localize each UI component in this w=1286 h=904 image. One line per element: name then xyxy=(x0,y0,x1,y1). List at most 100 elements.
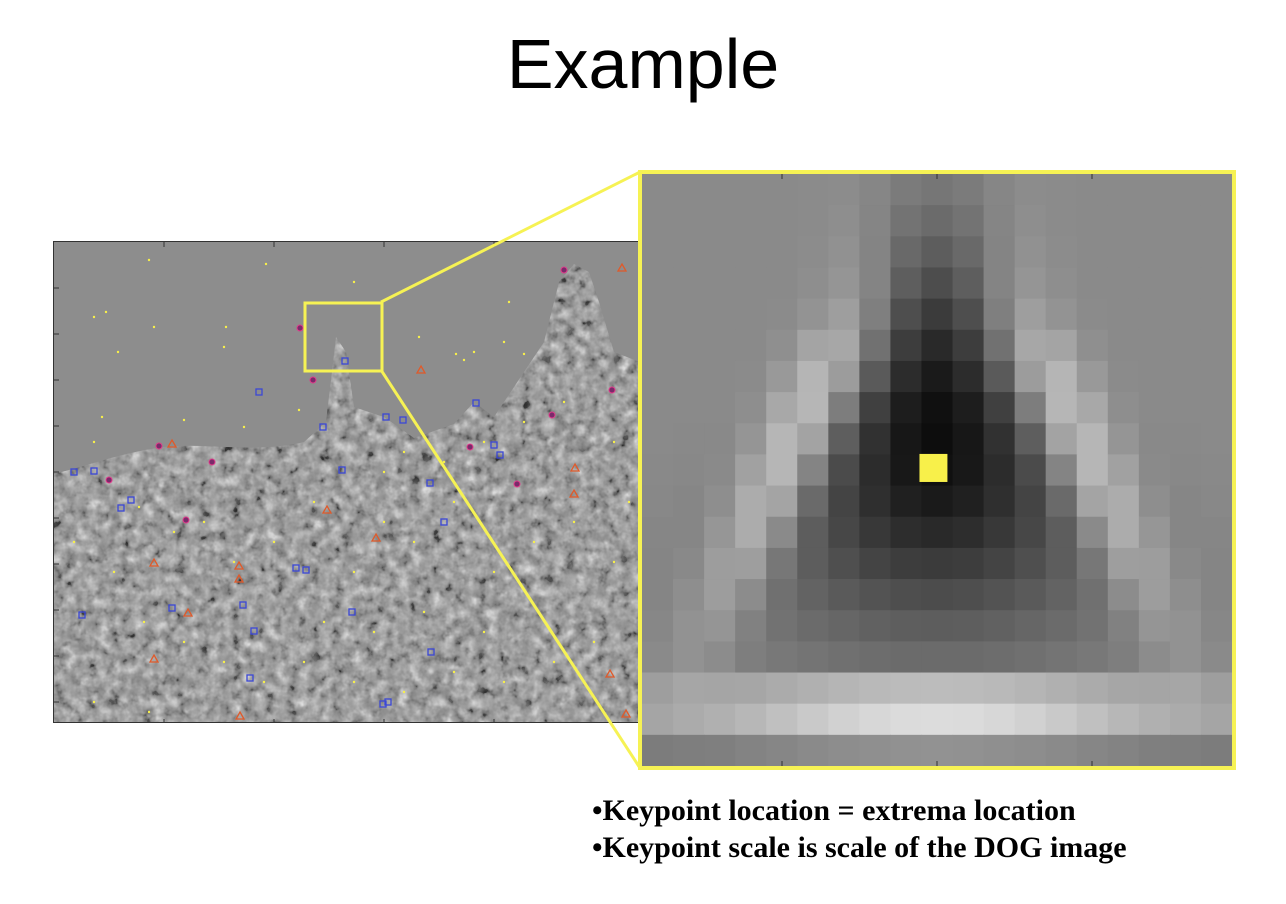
dog-pixel xyxy=(642,672,674,705)
dog-pixel xyxy=(1045,392,1078,424)
dog-pixel xyxy=(1200,610,1232,642)
dog-pixel xyxy=(797,734,829,766)
dog-pixel xyxy=(642,703,674,736)
dog-pixel xyxy=(735,454,767,487)
dog-pixel xyxy=(1107,610,1140,642)
dog-pixel xyxy=(921,174,954,206)
dog-pixel xyxy=(1014,360,1047,393)
dog-pixel xyxy=(952,610,985,642)
dog-pixel xyxy=(1107,485,1140,518)
dog-pixel xyxy=(1014,454,1047,487)
dog-pixel xyxy=(890,610,923,642)
dog-pixel xyxy=(859,329,892,362)
dog-pixel xyxy=(921,672,954,705)
dog-pixel xyxy=(766,610,798,642)
dog-pixel xyxy=(859,454,892,487)
dog-pixel xyxy=(735,174,767,206)
dog-pixel xyxy=(766,734,798,766)
dog-pixel xyxy=(1169,329,1202,362)
dog-pixel xyxy=(704,734,736,766)
dog-pixel xyxy=(1045,641,1078,674)
dog-pixel xyxy=(735,267,767,300)
dog-pixel xyxy=(921,516,954,549)
dog-pixel xyxy=(1076,205,1109,237)
dog-pixel xyxy=(1076,703,1109,736)
dog-pixel xyxy=(859,547,892,580)
dog-pixel xyxy=(921,641,954,674)
dog-pixel xyxy=(673,672,705,705)
dog-pixel xyxy=(704,703,736,736)
dog-pixel xyxy=(983,174,1016,206)
dog-pixel xyxy=(797,267,829,300)
dog-pixel xyxy=(859,641,892,674)
dog-image-canvas xyxy=(54,242,638,722)
dog-pixel xyxy=(766,547,798,580)
dog-pixel xyxy=(1107,579,1140,611)
dog-pixel xyxy=(735,516,767,549)
dog-pixel xyxy=(673,423,705,456)
dog-pixel xyxy=(1014,267,1047,300)
dog-pixel xyxy=(890,205,923,237)
dog-pixel xyxy=(673,329,705,362)
dog-pixel xyxy=(1138,267,1171,300)
dog-pixel xyxy=(828,610,860,642)
dog-pixel xyxy=(1045,174,1078,206)
dog-pixel xyxy=(797,392,829,424)
dog-pixel xyxy=(704,360,736,393)
dog-pixel xyxy=(1107,547,1140,580)
dog-pixel xyxy=(1076,734,1109,766)
dog-pixel xyxy=(642,516,674,549)
dog-pixel xyxy=(828,703,860,736)
dog-pixel xyxy=(642,485,674,518)
dog-pixel xyxy=(1107,516,1140,549)
dog-pixel xyxy=(1014,547,1047,580)
dog-pixel xyxy=(859,485,892,518)
dog-pixel xyxy=(921,485,954,518)
dog-pixel xyxy=(1045,298,1078,331)
dog-pixel xyxy=(859,360,892,393)
bullet-keypoint-location: •Keypoint location = extrema location xyxy=(592,794,1076,827)
dog-pixel xyxy=(735,360,767,393)
dog-pixel xyxy=(1169,672,1202,705)
dog-pixel xyxy=(1169,267,1202,300)
dog-pixel xyxy=(921,205,954,237)
dog-pixel xyxy=(1045,703,1078,736)
dog-pixel xyxy=(890,734,923,766)
dog-pixel xyxy=(828,672,860,705)
dog-pixel xyxy=(1200,298,1232,331)
dog-pixel xyxy=(642,454,674,487)
dog-pixel xyxy=(983,610,1016,642)
dog-pixel xyxy=(1200,703,1232,736)
dog-pixel xyxy=(1076,329,1109,362)
dog-pixel xyxy=(890,236,923,269)
dog-pixel xyxy=(673,298,705,331)
dog-pixel xyxy=(859,734,892,766)
dog-pixel xyxy=(1107,360,1140,393)
dog-pixel xyxy=(766,485,798,518)
dog-pixel xyxy=(1014,174,1047,206)
dog-pixel xyxy=(1200,236,1232,269)
dog-pixel xyxy=(983,734,1016,766)
dog-pixel xyxy=(673,610,705,642)
highlight-box xyxy=(303,301,384,373)
dog-pixel xyxy=(1138,703,1171,736)
dog-pixel xyxy=(797,672,829,705)
dog-pixel xyxy=(673,485,705,518)
dog-pixel xyxy=(1138,329,1171,362)
dog-pixel xyxy=(952,329,985,362)
dog-pixel xyxy=(859,703,892,736)
dog-pixel xyxy=(673,641,705,674)
dog-pixel xyxy=(797,485,829,518)
dog-pixel xyxy=(1200,174,1232,206)
dog-pixel xyxy=(1107,329,1140,362)
dog-pixel xyxy=(1014,205,1047,237)
dog-pixel xyxy=(1200,267,1232,300)
dog-pixel xyxy=(1045,672,1078,705)
dog-pixel xyxy=(921,267,954,300)
dog-pixel xyxy=(735,547,767,580)
dog-pixel xyxy=(1200,423,1232,456)
dog-pixel xyxy=(704,392,736,424)
dog-pixel xyxy=(1045,454,1078,487)
dog-pixel xyxy=(1045,610,1078,642)
dog-pixel xyxy=(704,547,736,580)
